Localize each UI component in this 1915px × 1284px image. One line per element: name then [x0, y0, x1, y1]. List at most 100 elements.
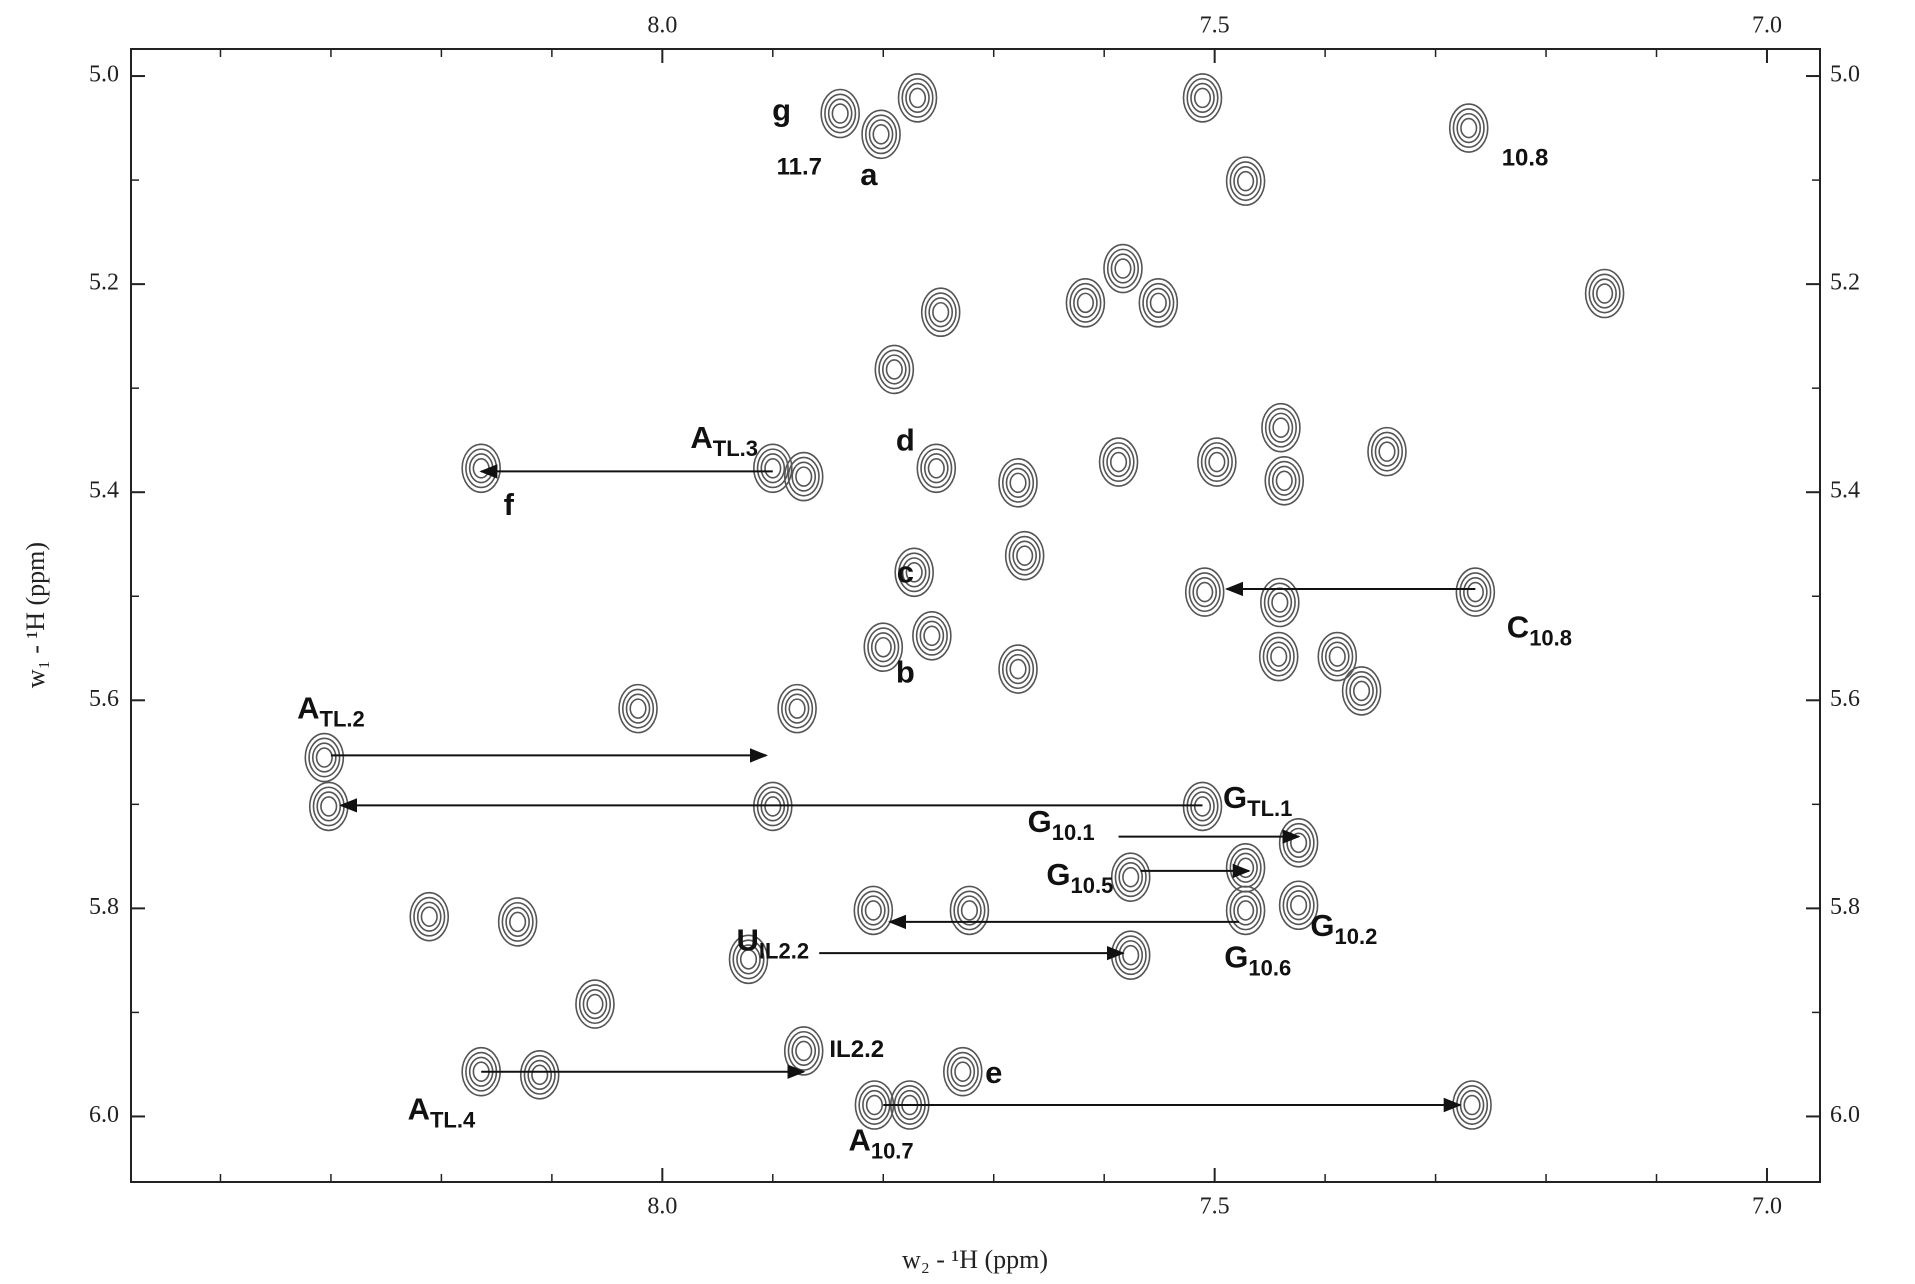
contour-level — [1143, 284, 1174, 322]
contour-level — [854, 886, 892, 934]
contour-level — [1115, 858, 1146, 896]
contour-level — [1066, 279, 1104, 327]
annotation-text: G — [1310, 908, 1334, 943]
peak — [1227, 844, 1265, 892]
contour-level — [1272, 593, 1288, 612]
contour-level — [1187, 79, 1218, 117]
contour-level — [754, 782, 792, 830]
contour-level — [1195, 88, 1211, 107]
contour-level — [1238, 172, 1254, 191]
plot-frame — [131, 49, 1820, 1182]
contour-level — [1283, 824, 1314, 862]
annotation-text: f — [504, 487, 515, 522]
y-tick-label: 5.6 — [89, 686, 119, 712]
peak — [922, 288, 960, 336]
contour-level — [619, 685, 657, 733]
contour-level — [587, 995, 603, 1014]
contour-level — [1112, 931, 1150, 979]
y-tick-label: 5.2 — [89, 270, 119, 296]
contour-level — [922, 288, 960, 336]
contour-level — [1597, 284, 1613, 303]
contour-level — [785, 1027, 823, 1075]
contour-level — [1115, 936, 1146, 974]
peak — [576, 980, 614, 1028]
contour-level — [1189, 573, 1220, 611]
y-tick-label-right: 6.0 — [1830, 1102, 1860, 1128]
annotation: ATL.3 — [690, 420, 758, 461]
contour-level — [1187, 787, 1218, 825]
contour-level — [1139, 279, 1177, 327]
annotation-text: IL2.2 — [829, 1036, 884, 1063]
peak — [499, 898, 537, 946]
contour-level — [887, 360, 903, 379]
peak — [1100, 438, 1138, 486]
contour-level — [1186, 568, 1224, 616]
annotation: c — [897, 555, 914, 590]
contour-level — [868, 628, 899, 666]
annotation-text: c — [897, 555, 914, 590]
contour-level — [1184, 74, 1222, 122]
peak — [1066, 279, 1104, 327]
contour-level — [532, 1065, 548, 1084]
contour-level — [1271, 647, 1287, 666]
x-axis-label: w₂ - ¹H (ppm) — [902, 1245, 1048, 1274]
contour-level — [1238, 901, 1254, 920]
annotation: G10.5 — [1046, 857, 1113, 898]
contour-level — [1123, 868, 1139, 887]
annotation: f — [504, 487, 515, 522]
contour-level — [1202, 443, 1233, 481]
y-tick-label-right: 5.4 — [1830, 478, 1860, 504]
y-tick-label-right: 5.6 — [1830, 686, 1860, 712]
contour-level — [765, 797, 781, 816]
contour-level — [1372, 432, 1403, 470]
contour-level — [1461, 119, 1477, 138]
contour-level — [765, 459, 781, 478]
contour-level — [999, 645, 1037, 693]
contour-level — [510, 912, 526, 931]
annotation-subscript: TL.4 — [430, 1107, 476, 1132]
annotation-text: A — [690, 420, 712, 455]
peak — [950, 886, 988, 934]
contour-level — [1070, 284, 1101, 322]
peak — [1265, 457, 1303, 505]
contour-level — [414, 898, 445, 936]
contour-level — [1379, 442, 1395, 461]
contour-level — [948, 1053, 979, 1091]
peak — [875, 345, 913, 393]
contour-level — [1103, 443, 1134, 481]
x-tick-label: 8.0 — [647, 1194, 677, 1220]
contour-level — [933, 303, 949, 322]
contour-level — [758, 449, 789, 487]
contour-level — [1100, 438, 1138, 486]
contour-level — [1238, 858, 1254, 877]
contour-level — [944, 1048, 982, 1096]
contour-level — [1230, 849, 1261, 887]
contour-level — [1227, 844, 1265, 892]
contour-level — [576, 980, 614, 1028]
contour-level — [796, 1041, 812, 1060]
contour-level — [309, 738, 340, 776]
annotation-subscript: TL.2 — [320, 707, 365, 732]
peak — [1260, 633, 1298, 681]
contour-level — [875, 638, 891, 657]
contour-level — [832, 104, 848, 123]
annotation-subscript: TL.1 — [1247, 796, 1292, 821]
contour-level — [313, 787, 344, 825]
peak — [1318, 633, 1356, 681]
contour-level — [410, 893, 448, 941]
peak — [462, 444, 500, 492]
contour-level — [1006, 532, 1044, 580]
annotation-subscript: IL2.2 — [759, 939, 809, 964]
peak — [1343, 667, 1381, 715]
contour-level — [1262, 404, 1300, 452]
contour-level — [473, 459, 489, 478]
annotation: ATL.4 — [408, 1091, 476, 1132]
peak — [305, 734, 343, 782]
x-tick-label-top: 8.0 — [647, 13, 677, 39]
annotation-text: e — [985, 1055, 1002, 1090]
contour-level — [462, 444, 500, 492]
annotation: G10.6 — [1224, 940, 1291, 981]
contour-level — [862, 110, 900, 158]
contour-level — [866, 901, 882, 920]
contour-level — [858, 891, 889, 929]
